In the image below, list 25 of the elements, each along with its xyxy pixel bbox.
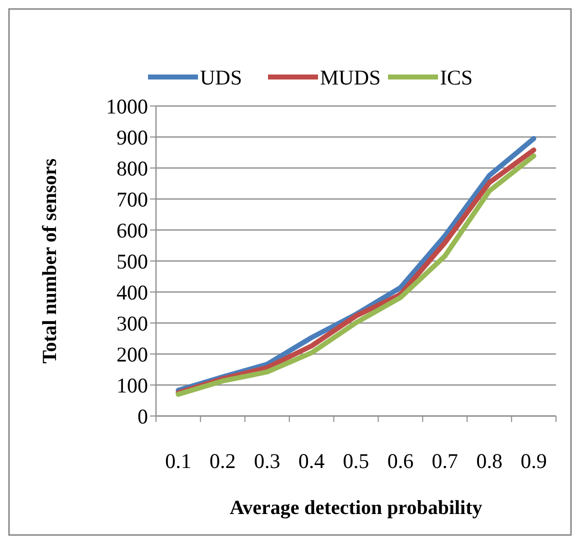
y-tick-label: 1000 xyxy=(106,94,148,118)
x-axis-title: Average detection probability xyxy=(230,497,482,519)
x-tick-label: 0.7 xyxy=(432,449,458,473)
y-tick-label: 800 xyxy=(116,156,148,180)
y-tick-label: 500 xyxy=(116,249,148,274)
y-axis-title: Total number of sensors xyxy=(39,158,61,364)
legend-label: UDS xyxy=(200,65,242,90)
x-tick-label: 0.1 xyxy=(165,449,192,473)
y-tick-label: 700 xyxy=(116,187,148,212)
y-tick-label: 400 xyxy=(116,280,148,304)
legend-label: MUDS xyxy=(320,65,381,90)
legend-label: ICS xyxy=(440,65,473,90)
x-tick-label: 0.8 xyxy=(476,449,502,473)
y-tick-label: 200 xyxy=(116,342,148,366)
x-tick-label: 0.5 xyxy=(342,449,370,473)
y-tick-label: 0 xyxy=(138,404,148,428)
x-tick-label: 0.2 xyxy=(210,449,236,473)
y-tick-label: 600 xyxy=(116,218,148,242)
y-tick-label: 900 xyxy=(116,125,148,150)
x-tick-label: 0.4 xyxy=(298,449,326,473)
y-tick-label: 300 xyxy=(116,311,148,336)
x-tick-label: 0.9 xyxy=(520,449,547,473)
x-tick-label: 0.3 xyxy=(254,449,280,473)
x-tick-label: 0.6 xyxy=(387,449,414,473)
y-tick-label: 100 xyxy=(116,373,148,398)
